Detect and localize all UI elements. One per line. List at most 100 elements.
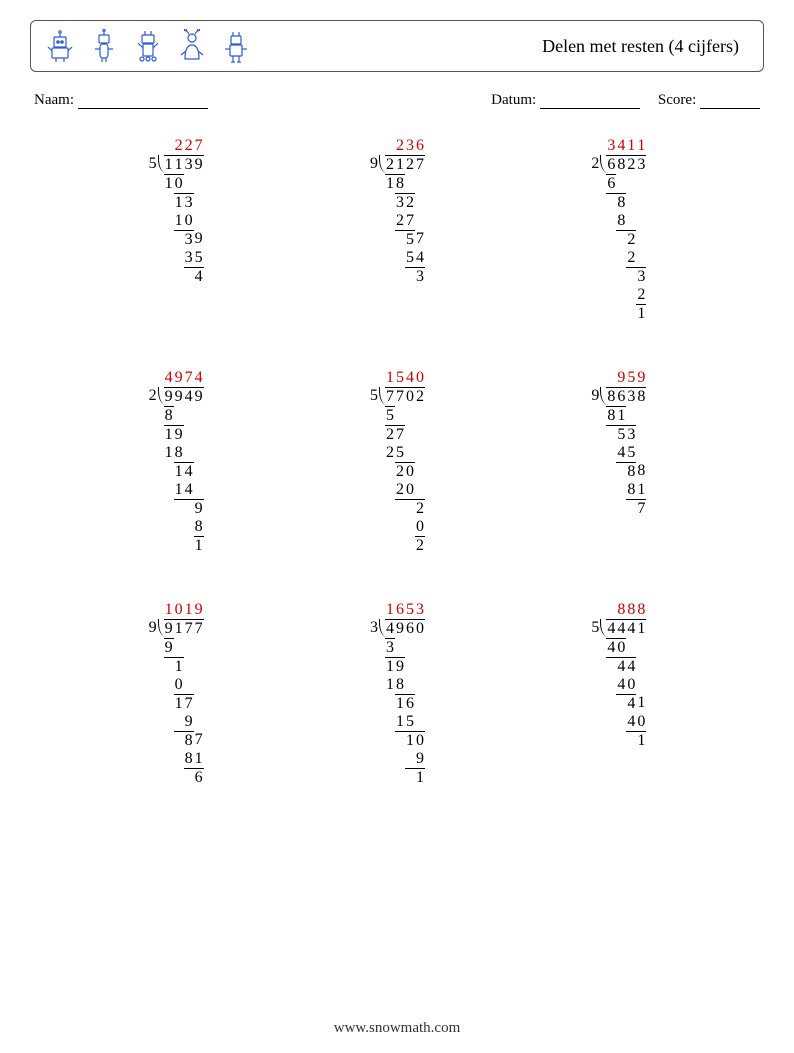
robot-icons-row xyxy=(45,29,251,63)
header-box: Delen met resten (4 cijfers) xyxy=(30,20,764,72)
work-step: 10 xyxy=(164,212,204,230)
work-step: 0 xyxy=(385,518,425,536)
worksheet-title: Delen met resten (4 cijfers) xyxy=(542,36,739,57)
quotient: 1540 xyxy=(385,369,425,387)
quotient: 959 xyxy=(606,369,646,387)
dividend: 1139 xyxy=(164,155,204,174)
work-step: 14 xyxy=(164,481,204,499)
division-problem: 10199917791017987816 xyxy=(70,601,281,787)
info-fields-row: Naam: Datum: Score: xyxy=(30,92,764,115)
work-step: 88 xyxy=(606,462,646,481)
work-step: 10 xyxy=(385,731,425,750)
work-step: 32 xyxy=(385,193,425,212)
work-step: 81 xyxy=(606,481,646,499)
work-step: 0 xyxy=(164,676,204,694)
divisor: 5 xyxy=(369,387,379,405)
name-blank[interactable] xyxy=(78,94,208,109)
work-step: 8 xyxy=(606,193,646,212)
work-step: 25 xyxy=(385,444,425,462)
division-problem: 154057702527252020202 xyxy=(291,369,502,555)
robot-icon xyxy=(89,29,119,63)
divisor: 9 xyxy=(590,387,600,405)
dividend: 4441 xyxy=(606,619,646,638)
work-step: 8 xyxy=(164,518,204,536)
work-step: 7 xyxy=(606,499,646,518)
divisor: 9 xyxy=(148,619,158,637)
work-step: 17 xyxy=(164,694,204,713)
robot-icon xyxy=(45,29,75,63)
work-step: 39 xyxy=(164,230,204,249)
division-problem: 2369212718322757543 xyxy=(291,137,502,323)
work-step: 13 xyxy=(164,193,204,212)
dividend: 7702 xyxy=(385,387,425,406)
division-problem: 8885444140444041401 xyxy=(513,601,724,787)
name-field: Naam: xyxy=(34,92,491,109)
problems-grid: 2275113910131039354236921271832275754334… xyxy=(30,137,764,787)
dividend: 2127 xyxy=(385,155,425,174)
footer-url: www.snowmath.com xyxy=(0,1020,794,1037)
work-step: 20 xyxy=(385,462,425,481)
work-step: 53 xyxy=(606,425,646,444)
work-step: 4 xyxy=(164,267,204,286)
work-step: 40 xyxy=(606,676,646,694)
work-step: 40 xyxy=(606,638,646,657)
dividend: 4960 xyxy=(385,619,425,638)
divisor: 5 xyxy=(148,155,158,173)
dividend: 9177 xyxy=(164,619,204,638)
date-blank[interactable] xyxy=(540,94,640,109)
work-step: 16 xyxy=(385,694,425,713)
work-step: 8 xyxy=(164,406,204,425)
division-problem: 1653349603191816151091 xyxy=(291,601,502,787)
quotient: 1653 xyxy=(385,601,425,619)
work-step: 10 xyxy=(164,174,204,193)
work-step: 19 xyxy=(164,425,204,444)
work-step: 81 xyxy=(164,750,204,768)
work-step: 3 xyxy=(606,267,646,286)
work-step: 1 xyxy=(164,536,204,555)
robot-icon xyxy=(133,29,163,63)
work-step: 18 xyxy=(385,174,425,193)
divisor: 5 xyxy=(590,619,600,637)
work-step: 1 xyxy=(164,657,204,676)
name-label: Naam: xyxy=(34,92,74,108)
score-label: Score: xyxy=(658,92,696,108)
divisor: 2 xyxy=(590,155,600,173)
work-step: 6 xyxy=(606,174,646,193)
work-step: 40 xyxy=(606,713,646,731)
score-blank[interactable] xyxy=(700,94,760,109)
date-label: Datum: xyxy=(491,92,536,108)
quotient: 3411 xyxy=(606,137,646,155)
work-step: 9 xyxy=(385,750,425,768)
work-step: 1 xyxy=(606,731,646,750)
work-step: 2 xyxy=(606,249,646,267)
score-field: Score: xyxy=(658,92,760,109)
work-step: 2 xyxy=(606,286,646,304)
work-step: 19 xyxy=(385,657,425,676)
work-step: 1 xyxy=(385,768,425,787)
divisor: 3 xyxy=(369,619,379,637)
work-step: 57 xyxy=(385,230,425,249)
division-problem: 34112682368822321 xyxy=(513,137,724,323)
work-step: 41 xyxy=(606,694,646,713)
work-step: 3 xyxy=(385,267,425,286)
robot-icon xyxy=(221,29,251,63)
divisor: 9 xyxy=(369,155,379,173)
division-problem: 9599863881534588817 xyxy=(513,369,724,555)
work-step: 9 xyxy=(164,713,204,731)
work-step: 35 xyxy=(164,249,204,267)
work-step: 9 xyxy=(164,638,204,657)
dividend: 6823 xyxy=(606,155,646,174)
work-step: 3 xyxy=(385,638,425,657)
quotient: 888 xyxy=(606,601,646,619)
work-step: 45 xyxy=(606,444,646,462)
quotient: 1019 xyxy=(164,601,204,619)
work-step: 5 xyxy=(385,406,425,425)
date-field: Datum: xyxy=(491,92,640,109)
quotient: 4974 xyxy=(164,369,204,387)
work-step: 54 xyxy=(385,249,425,267)
dividend: 8638 xyxy=(606,387,646,406)
work-step: 8 xyxy=(606,212,646,230)
work-step: 87 xyxy=(164,731,204,750)
work-step: 2 xyxy=(385,536,425,555)
work-step: 2 xyxy=(385,499,425,518)
